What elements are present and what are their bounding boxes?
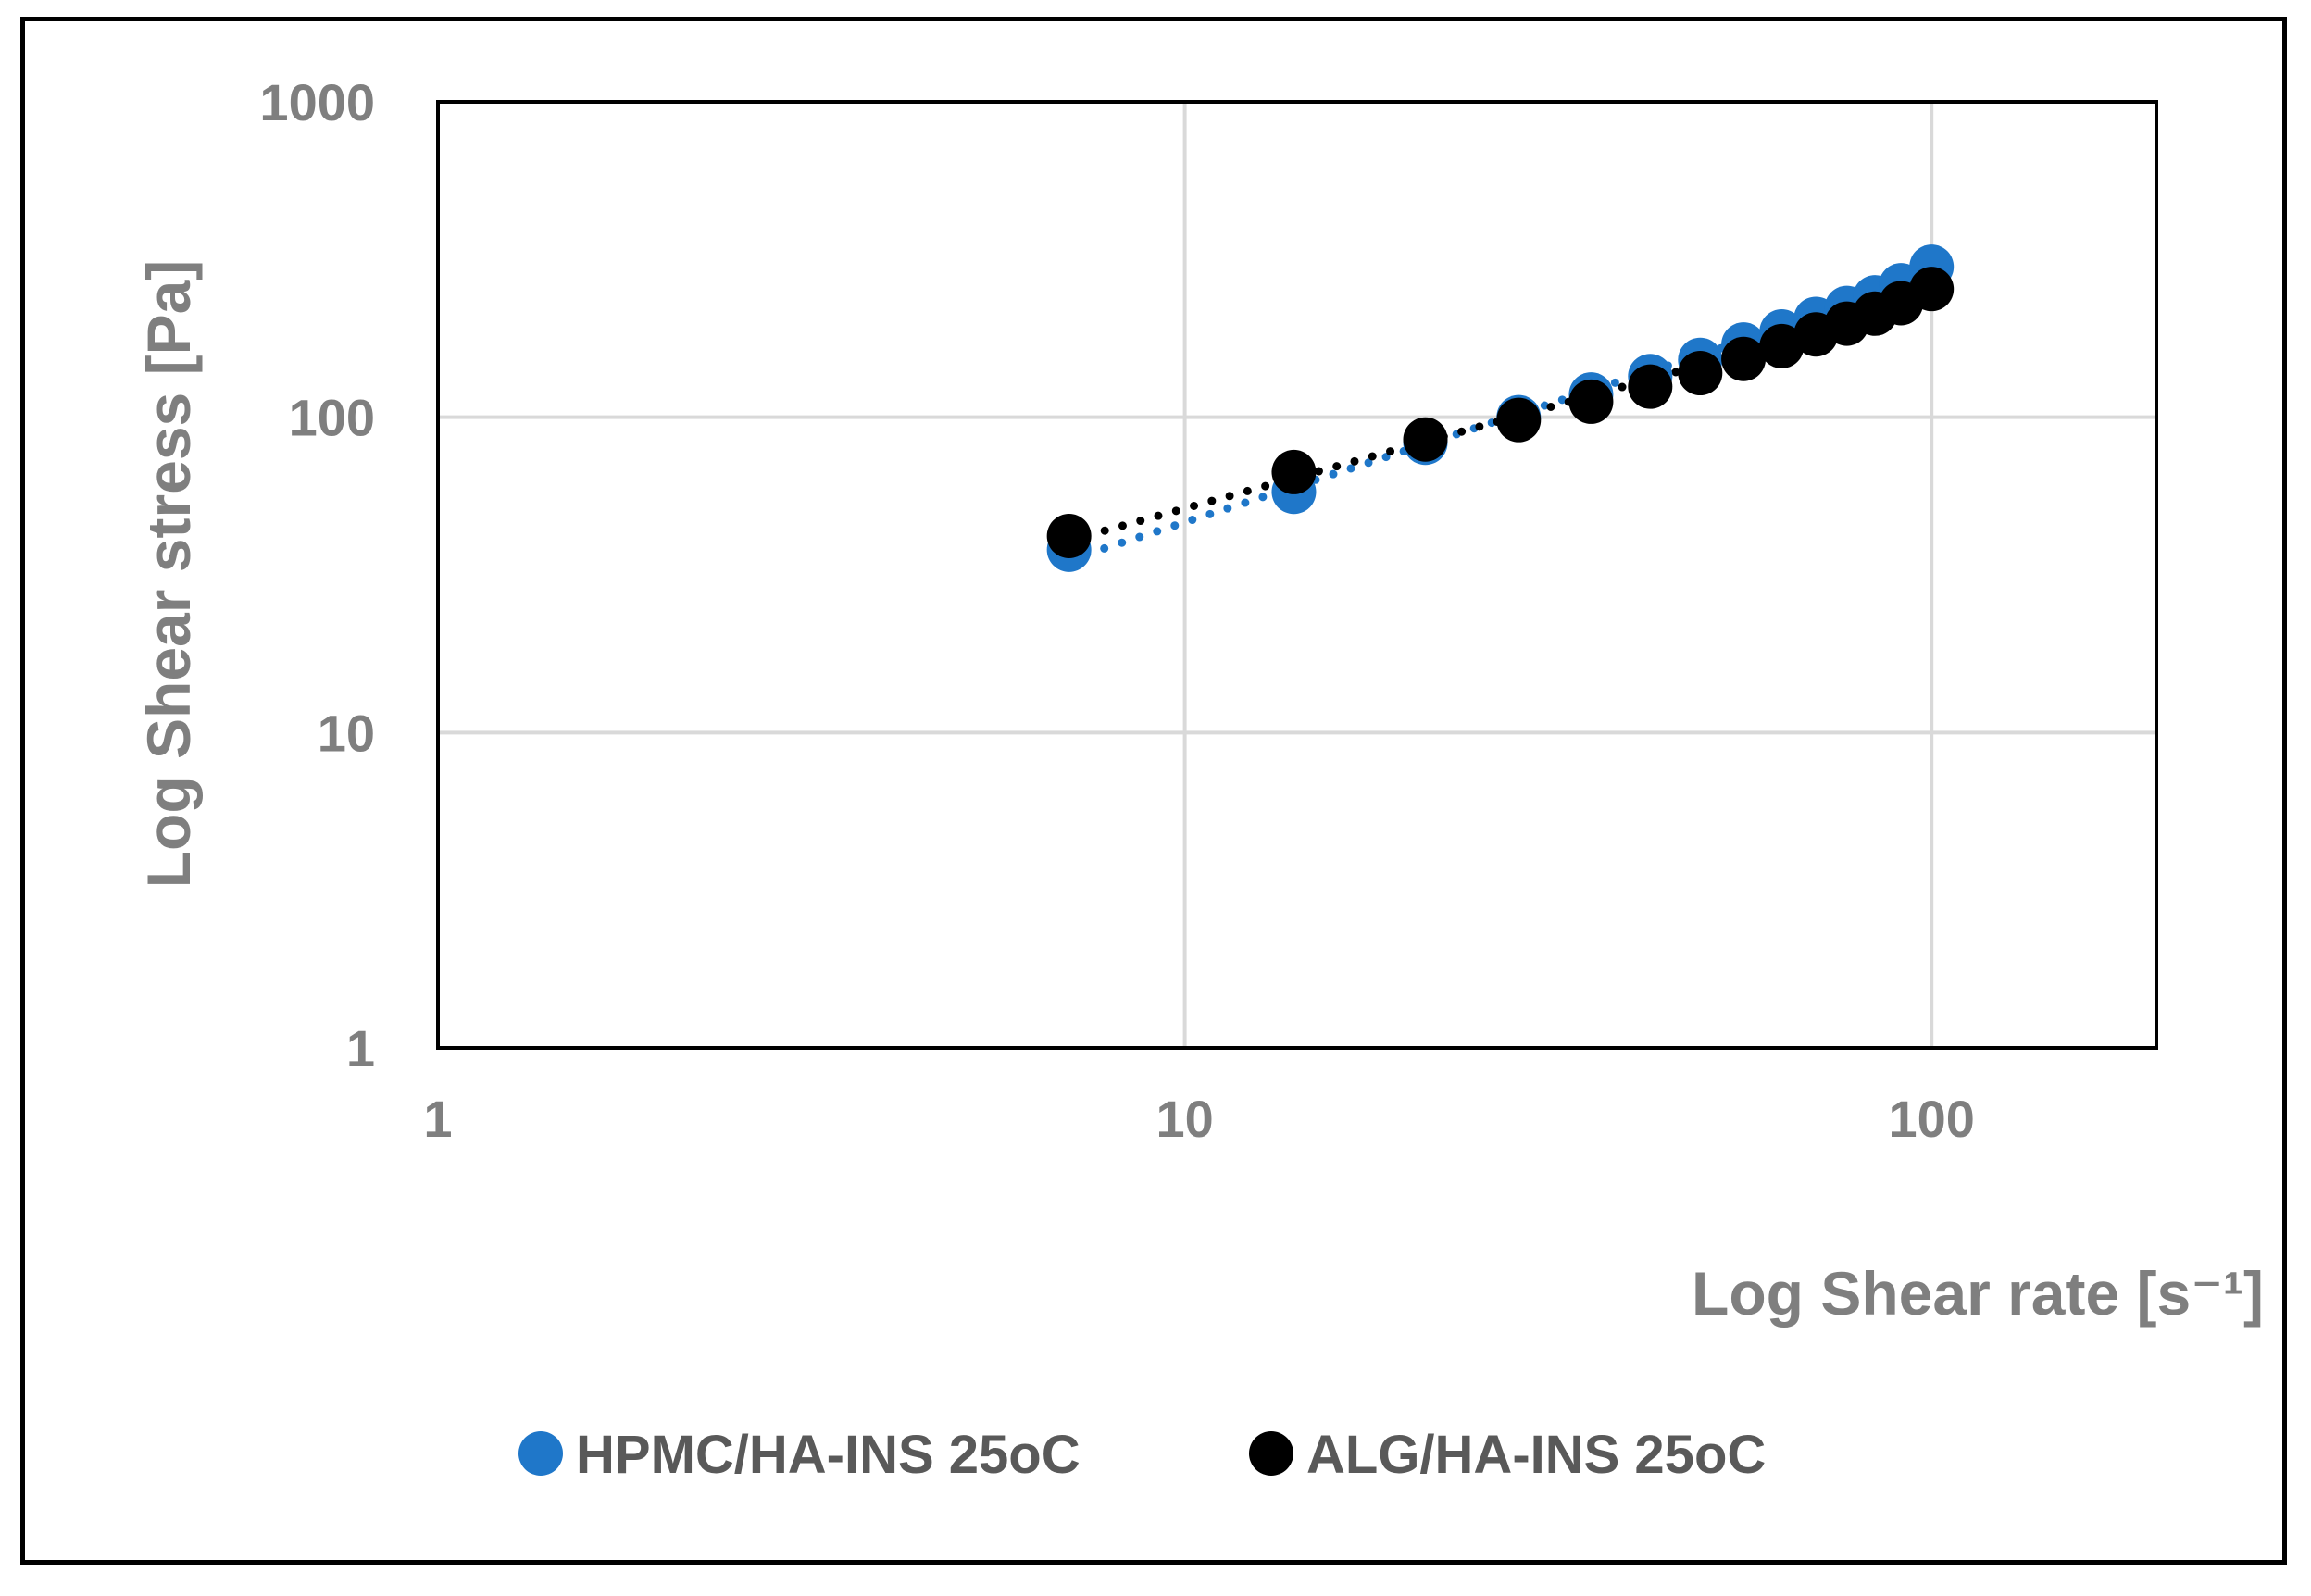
point-series-1-0 bbox=[1046, 514, 1092, 559]
x-tick-label-2: 100 bbox=[1888, 1090, 1974, 1148]
legend-item-alg: ALG/HA-INS 25oC bbox=[1249, 1425, 1766, 1485]
point-series-1-5 bbox=[1628, 364, 1673, 409]
point-series-1-3 bbox=[1496, 397, 1542, 443]
y-axis-title: Log Shear stress [Pa] bbox=[134, 260, 203, 889]
y-tick-label-2: 100 bbox=[289, 389, 375, 447]
point-series-1-2 bbox=[1403, 417, 1448, 462]
x-axis-title: Log Shear rate [s⁻¹] bbox=[1692, 1259, 2264, 1328]
point-series-1-6 bbox=[1678, 351, 1723, 396]
point-series-1-7 bbox=[1721, 336, 1767, 381]
tick-labels: 1 10 100 1 10 100 1000 bbox=[259, 73, 1974, 1148]
x-tick-label-1: 10 bbox=[1156, 1090, 1213, 1148]
x-tick-label-0: 1 bbox=[423, 1090, 452, 1148]
point-series-1-4 bbox=[1568, 379, 1614, 424]
point-series-1-13 bbox=[1909, 267, 1955, 312]
legend-label-hpmc: HPMC/HA-INS 25oC bbox=[576, 1425, 1081, 1485]
legend-item-hpmc: HPMC/HA-INS 25oC bbox=[518, 1425, 1081, 1485]
point-series-1-8 bbox=[1759, 323, 1805, 368]
legend: HPMC/HA-INS 25oC ALG/HA-INS 25oC bbox=[518, 1425, 1766, 1485]
y-tick-label-1: 10 bbox=[318, 704, 375, 762]
y-tick-label-0: 1 bbox=[346, 1019, 375, 1078]
chart-frame bbox=[20, 17, 2287, 1565]
plot-area bbox=[436, 100, 2158, 1050]
legend-marker-alg bbox=[1249, 1431, 1293, 1476]
grid-lines bbox=[436, 100, 2156, 1050]
data-points bbox=[1046, 244, 1955, 572]
point-series-1-1 bbox=[1271, 449, 1317, 494]
legend-label-alg: ALG/HA-INS 25oC bbox=[1306, 1425, 1766, 1485]
legend-marker-hpmc bbox=[518, 1431, 563, 1476]
y-tick-label-3: 1000 bbox=[259, 73, 375, 131]
